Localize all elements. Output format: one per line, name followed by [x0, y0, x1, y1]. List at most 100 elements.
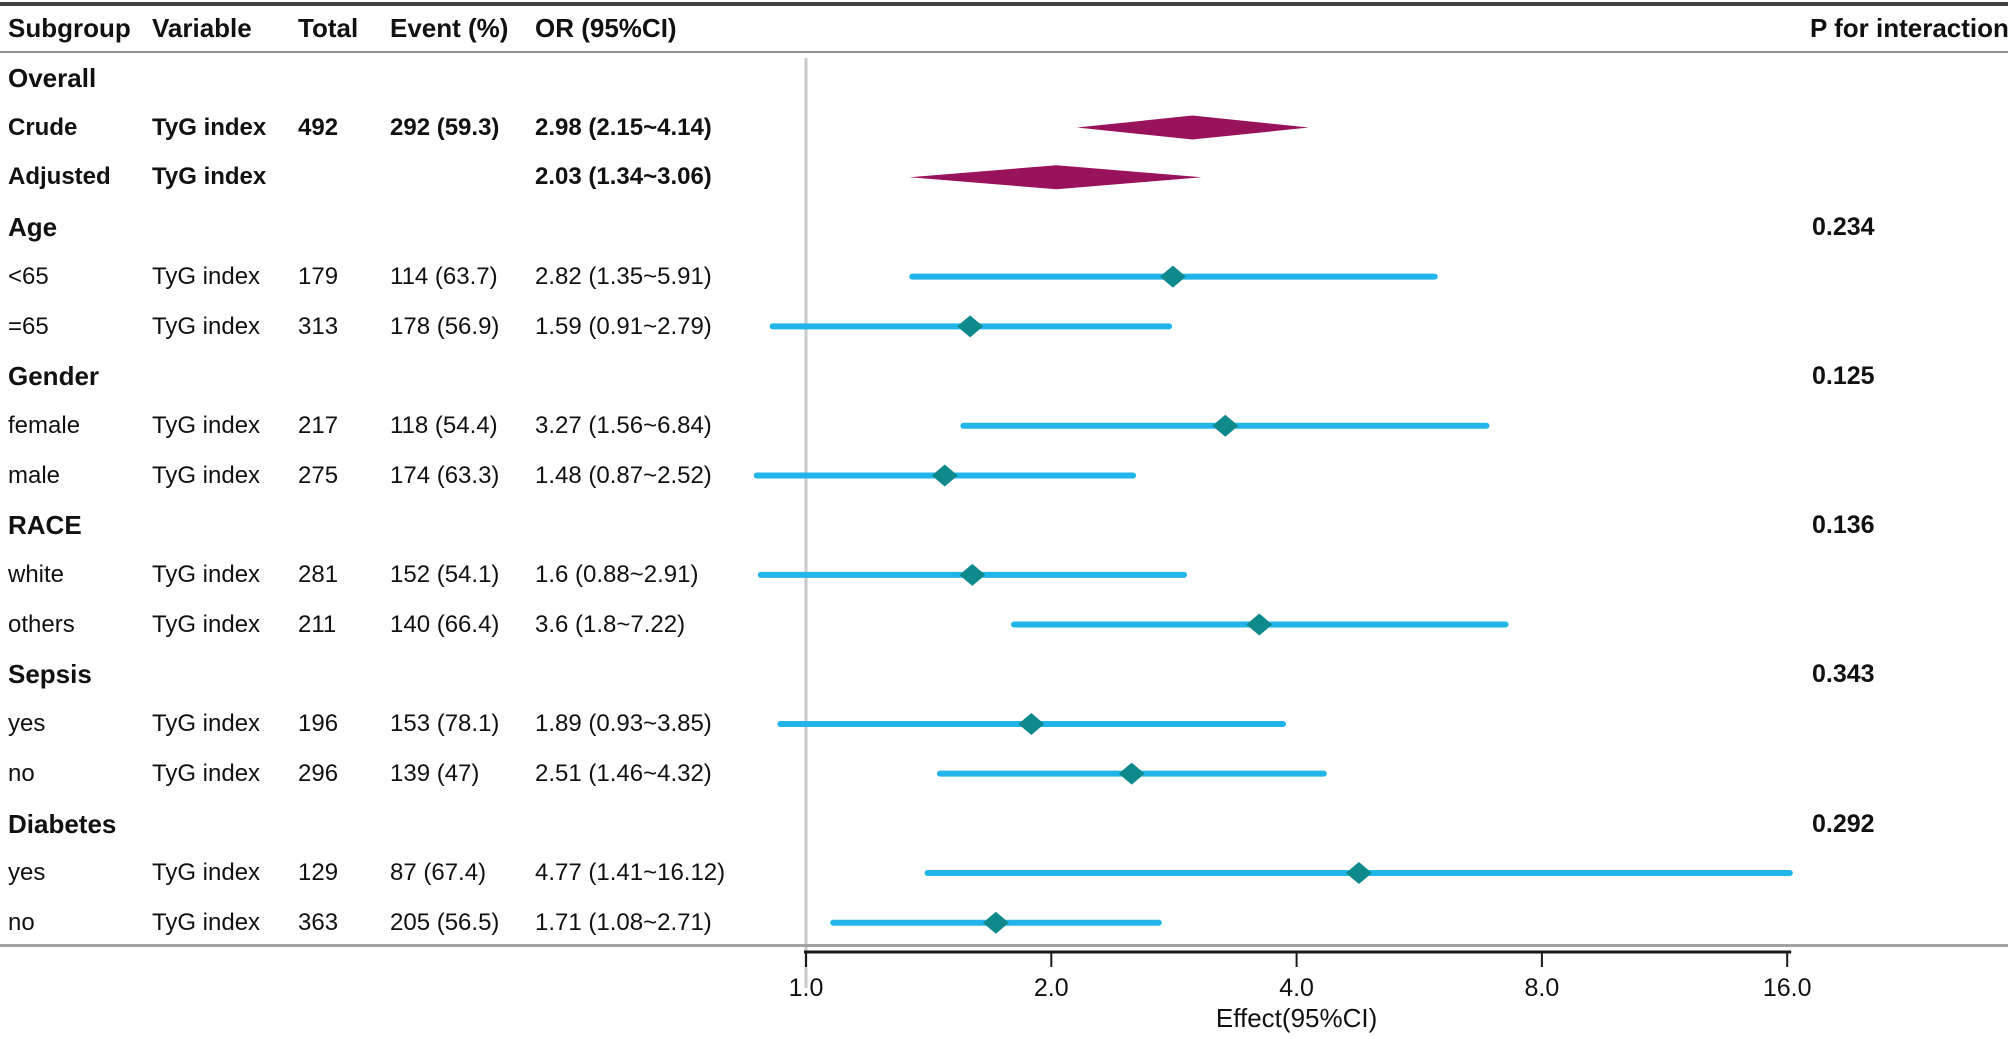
cell-p: 0.136 — [1812, 511, 1875, 540]
cell-total: 313 — [298, 312, 339, 340]
cell-p: 0.125 — [1812, 362, 1875, 391]
point-diamond — [1246, 613, 1273, 636]
cell-subgroup: <65 — [8, 262, 49, 290]
point-diamond — [1118, 762, 1145, 785]
table-header: Subgroup Variable Total Event (%) OR (95… — [0, 5, 2008, 51]
cell-subgroup: male — [8, 461, 61, 489]
cell-or_ci: 1.71 (1.08~2.71) — [535, 908, 712, 936]
cell-subgroup: RACE — [8, 510, 82, 541]
point-diamond — [1018, 712, 1045, 735]
cell-or_ci: 2.82 (1.35~5.91) — [535, 262, 712, 290]
cell-subgroup: no — [8, 908, 35, 936]
cell-subgroup: Sepsis — [8, 659, 92, 690]
cell-p: 0.292 — [1812, 809, 1875, 838]
cell-total: 179 — [298, 262, 339, 290]
cell-subgroup: Overall — [8, 63, 97, 93]
cell-event: 205 (56.5) — [390, 908, 500, 936]
cell-variable: TyG index — [152, 113, 267, 141]
cell-event: 292 (59.3) — [390, 113, 500, 141]
cell-total: 296 — [298, 759, 339, 787]
cell-subgroup: white — [8, 561, 65, 588]
table-row: male TyG index 275 174 (63.3) 1.48 (0.87~2.5… — [0, 451, 2008, 501]
cell-subgroup: yes — [8, 859, 46, 887]
cell-subgroup: female — [8, 411, 81, 439]
cell-subgroup: others — [8, 610, 75, 638]
cell-event: 87 (67.4) — [390, 859, 487, 887]
cell-subgroup: yes — [8, 710, 46, 738]
cell-variable: TyG index — [152, 312, 261, 340]
table-row: yes TyG index 196 153 (78.1) 1.89 (0.93~3.85… — [0, 699, 2008, 749]
tick-label: 16.0 — [1763, 974, 1812, 1002]
col-header-p-interaction: P for interaction — [1810, 13, 2008, 43]
cell-subgroup: =65 — [8, 312, 49, 340]
cell-subgroup: Crude — [8, 113, 78, 141]
col-header-total: Total — [298, 13, 359, 43]
table-row: Diabetes 0.292 — [0, 799, 2008, 849]
cell-variable: TyG index — [152, 908, 261, 936]
cell-event: 139 (47) — [390, 759, 480, 787]
cell-event: 118 (54.4) — [390, 411, 498, 439]
cell-total: 492 — [298, 113, 339, 141]
tick-label: 2.0 — [1034, 974, 1069, 1002]
header-rule — [0, 51, 2008, 53]
cell-variable: TyG index — [152, 461, 261, 489]
cell-event: 152 (54.1) — [390, 561, 500, 588]
table-row: no TyG index 296 139 (47) 2.51 (1.46~4.32) — [0, 749, 2008, 799]
table-row: Adjusted TyG index 2.03 (1.34~3.06) — [0, 152, 2008, 202]
table-row: Overall — [0, 53, 2008, 103]
table-row: Age 0.234 — [0, 202, 2008, 252]
table-row: yes TyG index 129 87 (67.4) 4.77 (1.41~16.12… — [0, 848, 2008, 898]
cell-or_ci: 3.27 (1.56~6.84) — [535, 411, 712, 439]
cell-or_ci: 1.48 (0.87~2.52) — [535, 461, 712, 489]
cell-or_ci: 3.6 (1.8~7.22) — [535, 610, 686, 638]
cell-or_ci: 2.03 (1.34~3.06) — [535, 163, 712, 191]
cell-total: 275 — [298, 461, 339, 489]
col-header-event: Event (%) — [390, 13, 509, 43]
table-row: others TyG index 211 140 (66.4) 3.6 (1.8~7.2… — [0, 600, 2008, 650]
cell-p: 0.343 — [1812, 660, 1875, 689]
summary-diamond — [909, 165, 1202, 190]
cell-variable: TyG index — [152, 561, 261, 588]
cell-total: 129 — [298, 859, 339, 887]
table-row: white TyG index 281 152 (54.1) 1.6 (0.88~2.9… — [0, 550, 2008, 600]
col-header-or-ci: OR (95%CI) — [535, 13, 677, 43]
x-axis-title: Effect(95%CI) — [1216, 1003, 1377, 1033]
cell-total: 211 — [298, 610, 337, 638]
cell-variable: TyG index — [152, 859, 261, 887]
cell-variable: TyG index — [152, 163, 267, 191]
cell-total: 196 — [298, 710, 339, 738]
cell-total: 217 — [298, 411, 339, 439]
cell-event: 140 (66.4) — [390, 610, 500, 638]
cell-event: 153 (78.1) — [390, 710, 500, 738]
table-row: =65 TyG index 313 178 (56.9) 1.59 (0.91~2.79… — [0, 302, 2008, 352]
cell-or_ci: 1.89 (0.93~3.85) — [535, 710, 712, 738]
point-diamond — [959, 563, 986, 586]
cell-subgroup: Gender — [8, 361, 100, 392]
table-row: female TyG index 217 118 (54.4) 3.27 (1.56~6… — [0, 401, 2008, 451]
summary-diamond — [1076, 115, 1309, 140]
cell-variable: TyG index — [152, 411, 261, 439]
table-row: no TyG index 363 205 (56.5) 1.71 (1.08~2.71) — [0, 898, 2008, 948]
cell-variable: TyG index — [152, 759, 261, 787]
tick-label: 8.0 — [1525, 974, 1560, 1002]
cell-subgroup: Age — [8, 212, 58, 243]
point-diamond — [931, 464, 958, 487]
col-header-variable: Variable — [152, 13, 252, 43]
table-row: Crude TyG index 492 292 (59.3) 2.98 (2.15~4.… — [0, 103, 2008, 153]
top-rule — [0, 2, 2008, 6]
cell-event: 114 (63.7) — [390, 262, 498, 290]
cell-or_ci: 2.51 (1.46~4.32) — [535, 759, 712, 787]
tick-label: 1.0 — [789, 974, 824, 1002]
cell-variable: TyG index — [152, 262, 261, 290]
cell-subgroup: no — [8, 759, 35, 787]
bottom-rule — [0, 944, 2008, 947]
cell-variable: TyG index — [152, 610, 261, 638]
table-row: RACE 0.136 — [0, 500, 2008, 550]
cell-p: 0.234 — [1812, 213, 1875, 242]
cell-or_ci: 1.59 (0.91~2.79) — [535, 312, 712, 340]
cell-variable: TyG index — [152, 710, 261, 738]
point-diamond — [957, 315, 984, 338]
cell-subgroup: Diabetes — [8, 808, 117, 839]
